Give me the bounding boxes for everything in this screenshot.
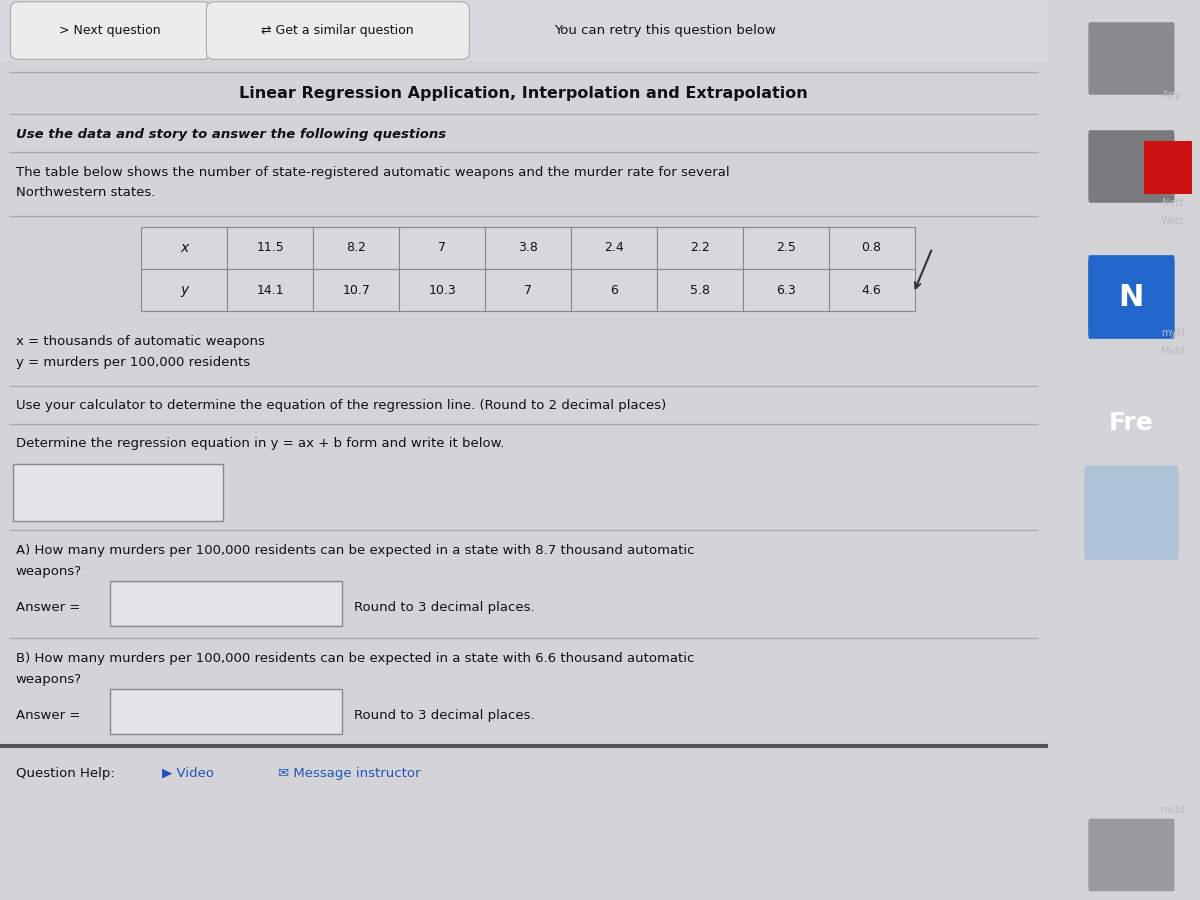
FancyBboxPatch shape: [1088, 22, 1175, 94]
Text: weapons?: weapons?: [16, 673, 82, 686]
Text: ✉ Message instructor: ✉ Message instructor: [277, 767, 420, 779]
Bar: [829, 227, 914, 269]
Text: Linear Regression Application, Interpolation and Extrapolation: Linear Regression Application, Interpola…: [240, 86, 808, 101]
Text: x: x: [180, 241, 188, 255]
Text: weapons?: weapons?: [16, 565, 82, 578]
Bar: [571, 227, 656, 269]
FancyBboxPatch shape: [1088, 819, 1175, 891]
Text: 14.1: 14.1: [257, 284, 284, 297]
Text: 6: 6: [610, 284, 618, 297]
Text: You can retry this question below: You can retry this question below: [554, 24, 776, 37]
FancyBboxPatch shape: [1084, 465, 1178, 561]
Text: ▶ Video: ▶ Video: [162, 767, 215, 779]
Text: Watc: Watc: [1160, 215, 1184, 226]
Bar: [829, 269, 914, 311]
Text: Answer =: Answer =: [16, 601, 80, 614]
Text: myM: myM: [1160, 328, 1184, 338]
Text: 2.2: 2.2: [690, 241, 709, 255]
Bar: [227, 269, 313, 311]
Text: > Next question: > Next question: [59, 24, 161, 37]
Bar: [485, 269, 571, 311]
FancyBboxPatch shape: [110, 688, 342, 734]
FancyBboxPatch shape: [1088, 130, 1175, 202]
Text: 10.7: 10.7: [342, 284, 370, 297]
Text: N: N: [1118, 283, 1144, 311]
Text: Question Help:: Question Help:: [16, 767, 114, 779]
Text: Use your calculator to determine the equation of the regression line. (Round to : Use your calculator to determine the equ…: [16, 400, 666, 412]
Text: Midd: Midd: [1160, 346, 1184, 356]
Text: 11.5: 11.5: [257, 241, 284, 255]
Bar: [400, 227, 485, 269]
Bar: [0, 0, 1048, 61]
Text: The table below shows the number of state-registered automatic weapons and the m: The table below shows the number of stat…: [16, 166, 730, 179]
Text: 6.3: 6.3: [776, 284, 796, 297]
Text: 4.6: 4.6: [862, 284, 882, 297]
Text: 2.4: 2.4: [604, 241, 624, 255]
Text: y = murders per 100,000 residents: y = murders per 100,000 residents: [16, 356, 250, 369]
Text: Determine the regression equation in y = ax + b form and write it below.: Determine the regression equation in y =…: [16, 437, 504, 450]
Bar: [400, 269, 485, 311]
Text: 7: 7: [524, 284, 532, 297]
Text: 0.8: 0.8: [862, 241, 882, 255]
Bar: [485, 227, 571, 269]
Text: 7: 7: [438, 241, 446, 255]
Text: A) How many murders per 100,000 residents can be expected in a state with 8.7 th: A) How many murders per 100,000 resident…: [16, 544, 695, 557]
Bar: [142, 227, 227, 269]
Bar: [656, 269, 743, 311]
Text: 5.8: 5.8: [690, 284, 709, 297]
Bar: [656, 227, 743, 269]
Text: 2.5: 2.5: [775, 241, 796, 255]
Text: App: App: [1163, 89, 1183, 100]
Text: 10.3: 10.3: [428, 284, 456, 297]
FancyBboxPatch shape: [206, 2, 469, 59]
FancyBboxPatch shape: [110, 580, 342, 626]
Bar: [571, 269, 656, 311]
Text: 8.2: 8.2: [347, 241, 366, 255]
Text: Use the data and story to answer the following questions: Use the data and story to answer the fol…: [16, 128, 446, 140]
Text: Nett: Nett: [1162, 197, 1183, 208]
Bar: [313, 227, 400, 269]
Text: Fre: Fre: [1109, 411, 1153, 435]
Bar: [743, 227, 829, 269]
FancyBboxPatch shape: [11, 2, 210, 59]
Text: midd: midd: [1160, 805, 1184, 815]
Text: Round to 3 decimal places.: Round to 3 decimal places.: [354, 601, 535, 614]
FancyBboxPatch shape: [1088, 256, 1175, 338]
FancyBboxPatch shape: [12, 464, 223, 521]
Bar: [743, 269, 829, 311]
Bar: [142, 269, 227, 311]
Bar: [227, 227, 313, 269]
Text: y: y: [180, 284, 188, 297]
Bar: [313, 269, 400, 311]
Text: Answer =: Answer =: [16, 709, 80, 722]
Text: Northwestern states.: Northwestern states.: [16, 186, 155, 199]
Text: ⇄ Get a similar question: ⇄ Get a similar question: [262, 24, 414, 37]
Text: 3.8: 3.8: [518, 241, 538, 255]
Text: Round to 3 decimal places.: Round to 3 decimal places.: [354, 709, 535, 722]
Text: B) How many murders per 100,000 residents can be expected in a state with 6.6 th: B) How many murders per 100,000 resident…: [16, 652, 694, 665]
Bar: [1144, 141, 1193, 194]
Text: x = thousands of automatic weapons: x = thousands of automatic weapons: [16, 335, 264, 347]
